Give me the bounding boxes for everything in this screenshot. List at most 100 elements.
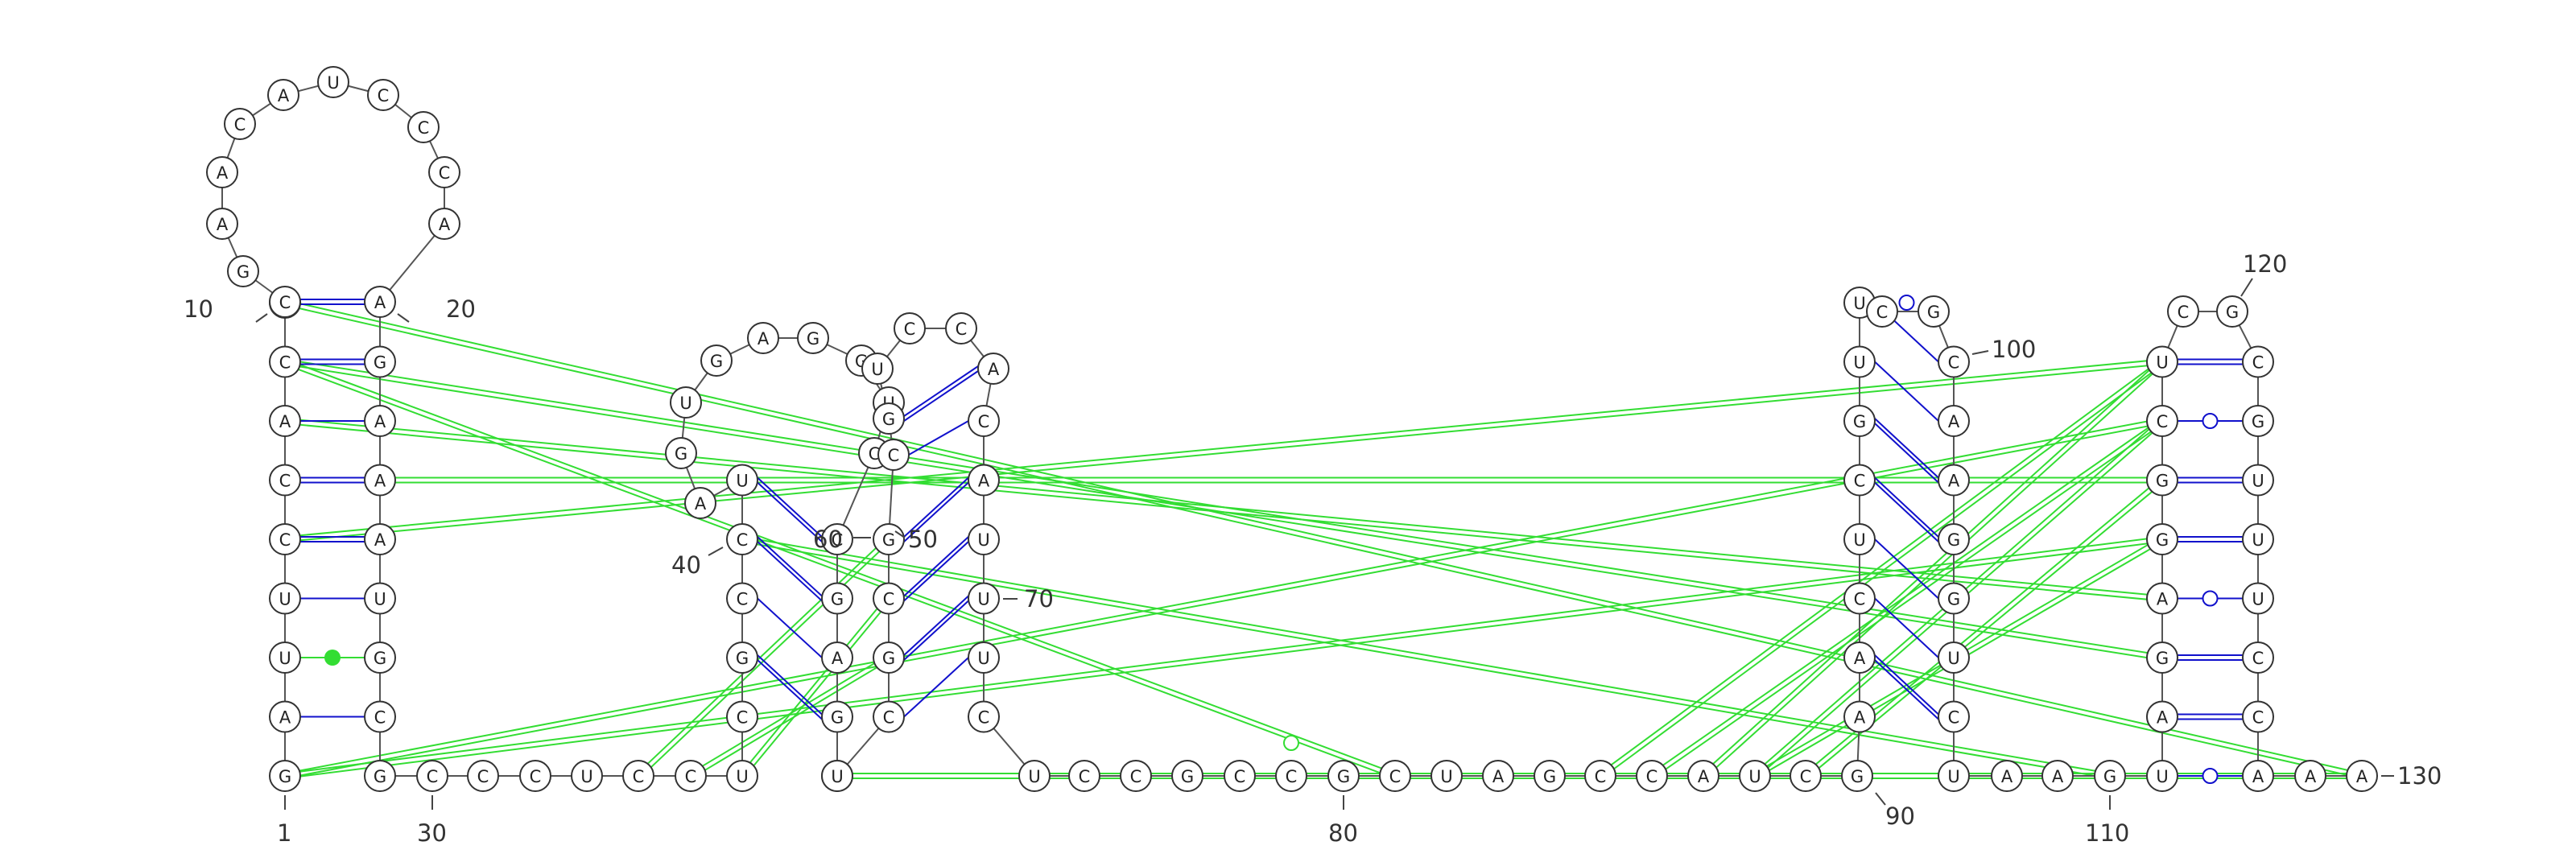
- nucleotide-letter: C: [279, 472, 291, 491]
- nucleotide-65: C: [945, 312, 977, 344]
- nucleotide-24: A: [364, 464, 396, 497]
- nucleotide-letter: A: [695, 494, 707, 514]
- nucleotide-92: C: [1843, 582, 1876, 615]
- nucleotide-112: A: [2146, 700, 2178, 733]
- nucleotide-letter: G: [2156, 472, 2169, 491]
- nucleotide-96: U: [1843, 345, 1876, 378]
- nucleotide-letter: G: [882, 530, 895, 550]
- nucleotide-letter: C: [2252, 649, 2264, 668]
- nucleotide-113: G: [2146, 641, 2178, 674]
- nucleotide-25: A: [364, 523, 396, 555]
- base-pair-58-70: [903, 600, 969, 661]
- nucleotide-letter: C: [832, 530, 844, 550]
- nucleotide-14: C: [224, 108, 256, 140]
- pseudoknot-line-8-113: [284, 363, 2162, 661]
- nucleotide-103: G: [1938, 523, 1970, 555]
- nucleotide-letter: G: [807, 329, 819, 349]
- nucleotide-letter: A: [217, 215, 229, 234]
- nucleotide-101: A: [1938, 405, 1970, 437]
- base-pair-60-68: [903, 476, 969, 538]
- position-label-100: 100: [1992, 336, 2036, 363]
- nucleotide-letter: A: [374, 412, 386, 431]
- nucleotide-51: C: [821, 523, 853, 555]
- nucleotide-28: C: [364, 700, 396, 733]
- nucleotide-letter: A: [2001, 767, 2013, 786]
- nucleotide-letter: A: [374, 472, 386, 491]
- noncanonical-pair-marker: [2202, 413, 2219, 429]
- nucleotide-letter: A: [1854, 708, 1866, 728]
- base-pair-41-51: [757, 476, 823, 538]
- nucleotide-letter: C: [374, 708, 386, 728]
- nucleotide-letter: A: [439, 215, 451, 234]
- nucleotide-letter: U: [327, 73, 339, 93]
- nucleotide-letter: C: [883, 590, 895, 609]
- base-pair-95-102: [1874, 423, 1939, 484]
- nucleotide-7: A: [269, 405, 301, 437]
- nucleotide-122: G: [2242, 405, 2274, 437]
- nucleotide-letter: G: [675, 444, 687, 464]
- nucleotide-100: C: [1938, 345, 1970, 378]
- nucleotide-15: A: [267, 79, 299, 111]
- pseudoknot-line-40-110: [742, 536, 2111, 775]
- nucleotide-125: U: [2242, 582, 2274, 615]
- nucleotide-letter: G: [1337, 767, 1350, 786]
- nucleotide-52: G: [821, 582, 853, 615]
- nucleotide-33: U: [571, 760, 603, 792]
- base-pair-95-102: [1874, 418, 1939, 479]
- pseudoknot-line-1-115: [285, 540, 2163, 779]
- nucleotide-85: C: [1636, 760, 1668, 792]
- nucleotide-letter: U: [736, 767, 748, 786]
- nucleotide-letter: C: [1389, 767, 1402, 786]
- nucleotide-45: G: [700, 344, 733, 377]
- nucleotide-130: A: [2346, 760, 2378, 792]
- pseudoknot-line-1-117: [284, 418, 2162, 775]
- nucleotide-11: G: [227, 255, 259, 287]
- nucleotide-20: A: [428, 208, 460, 240]
- nucleotide-letter: U: [679, 394, 691, 413]
- position-tick-10: [255, 313, 268, 323]
- base-pair-38-54: [757, 654, 823, 716]
- pseudoknot-line-8-80: [285, 358, 1397, 775]
- nucleotide-89: G: [1841, 760, 1873, 792]
- nucleotide-98: C: [1866, 295, 1898, 328]
- nucleotide-39: C: [726, 582, 758, 615]
- nucleotide-letter: C: [477, 767, 489, 786]
- nucleotide-73: U: [1018, 760, 1051, 792]
- base-pair-91-106: [1874, 659, 1939, 720]
- backbone: [221, 81, 2362, 777]
- nucleotide-120: G: [2216, 295, 2248, 328]
- nucleotide-letter: G: [831, 590, 844, 609]
- position-label-80: 80: [1328, 819, 1358, 847]
- nucleotide-77: C: [1224, 760, 1256, 792]
- nucleotide-letter: A: [1492, 767, 1505, 786]
- position-label-70: 70: [1024, 585, 1054, 613]
- nucleotide-letter: U: [279, 590, 291, 609]
- nucleotide-41: U: [726, 464, 758, 497]
- nucleotide-37: C: [726, 700, 758, 733]
- base-pair-39-53: [757, 597, 823, 658]
- nucleotide-letter: C: [418, 118, 430, 138]
- nucleotide-letter: C: [737, 708, 749, 728]
- base-pair-40-52: [757, 541, 823, 602]
- nucleotide-letter: C: [1948, 708, 1960, 728]
- nucleotide-letter: C: [2178, 303, 2190, 322]
- nucleotide-75: C: [1120, 760, 1152, 792]
- nucleotide-letter: U: [2156, 767, 2168, 786]
- nucleotide-letter: A: [1948, 472, 1960, 491]
- nucleotide-letter: U: [977, 590, 989, 609]
- nucleotide-letter: C: [234, 115, 246, 134]
- nucleotide-6: C: [269, 464, 301, 497]
- nucleotide-87: U: [1739, 760, 1771, 792]
- nucleotide-letter: C: [2252, 353, 2264, 373]
- pseudoknot-line-8-80: [283, 363, 1395, 779]
- position-tick-120: [2240, 278, 2253, 297]
- base-pair-59-69: [903, 541, 969, 602]
- pseudoknot-line-86-118: [1701, 359, 2161, 775]
- pseudoknot-marker: [1283, 735, 1299, 751]
- nucleotide-letter: C: [978, 412, 990, 431]
- nucleotide-letter: C: [530, 767, 542, 786]
- base-pair-61-67: [908, 420, 969, 456]
- nucleotide-57: C: [873, 700, 905, 733]
- nucleotide-letter: A: [832, 649, 844, 668]
